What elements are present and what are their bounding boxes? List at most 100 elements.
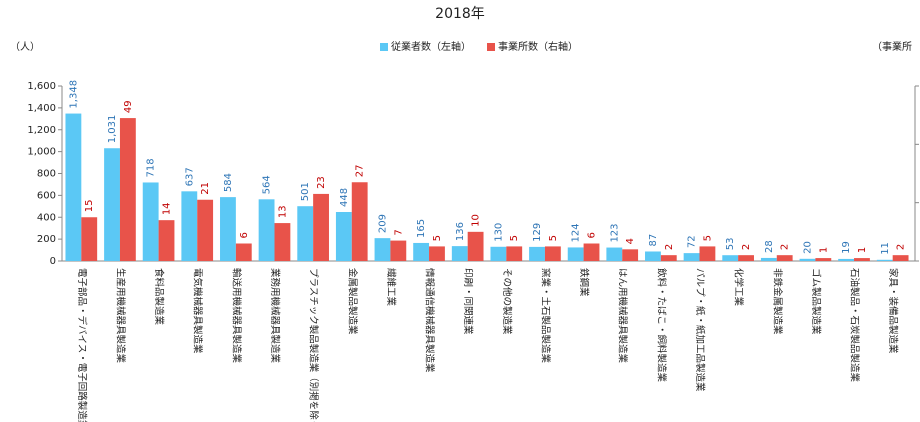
x-tick-label: 金属製品製造業 xyxy=(346,268,358,335)
y-axis-label: （人） xyxy=(10,41,40,53)
x-tick-label: 業務用機械器具製造業 xyxy=(269,268,281,364)
chart-title: 2018年 xyxy=(435,6,485,22)
bar xyxy=(606,247,623,261)
x-tick-label: 輸送用機械器具製造業 xyxy=(230,268,242,364)
bar xyxy=(876,259,893,261)
data-label: 564 xyxy=(262,175,273,194)
bar xyxy=(490,246,507,261)
bar xyxy=(65,113,82,261)
x-tick-label: 電気機械器具製造業 xyxy=(192,268,204,354)
x-tick-label: 情報通信機械器具製造業 xyxy=(424,268,436,373)
data-label: 2 xyxy=(741,244,752,250)
bar xyxy=(429,246,445,261)
bar xyxy=(660,255,677,261)
bar xyxy=(760,257,777,261)
data-label: 2 xyxy=(664,244,675,250)
bar xyxy=(220,197,236,261)
y-tick-label: 1,200 xyxy=(27,125,56,136)
data-label: 87 xyxy=(648,234,659,247)
y-tick-label: 800 xyxy=(37,169,56,180)
bar xyxy=(776,255,793,261)
bar xyxy=(738,255,754,261)
x-tick-label: 印刷・同関連業 xyxy=(462,268,474,335)
data-label: 5 xyxy=(432,235,443,241)
bar xyxy=(158,220,175,261)
x-tick-label: その他の製造業 xyxy=(501,268,513,335)
data-label: 10 xyxy=(471,214,482,227)
x-tick-label: パルプ・紙・紙加工品製造業 xyxy=(694,268,706,392)
data-label: 501 xyxy=(300,182,311,201)
legend-label: 事業所数（右軸） xyxy=(498,40,578,53)
bar xyxy=(799,258,816,261)
data-label: 5 xyxy=(702,235,713,241)
bar xyxy=(699,246,716,261)
data-label: 129 xyxy=(532,223,543,242)
y-tick-label: 1,000 xyxy=(27,147,56,158)
data-label: 637 xyxy=(184,167,195,186)
data-label: 7 xyxy=(393,229,404,235)
data-label: 165 xyxy=(416,219,427,238)
x-tick-label: 家具・装備品製造業 xyxy=(887,268,899,354)
data-label: 23 xyxy=(316,176,327,189)
x-tick-label: 非鉄金属製造業 xyxy=(771,268,783,335)
bar xyxy=(583,243,600,261)
bar xyxy=(622,249,639,261)
data-label: 6 xyxy=(587,232,598,238)
bar xyxy=(142,182,159,261)
data-label: 4 xyxy=(625,238,636,244)
bar xyxy=(683,253,700,261)
x-tick-label: 化学工業 xyxy=(733,268,745,307)
bar xyxy=(854,258,870,261)
data-label: 584 xyxy=(223,173,234,192)
bar xyxy=(104,148,120,261)
data-label: 136 xyxy=(455,222,466,241)
bar xyxy=(451,246,468,261)
x-tick-label: 飲料・たばこ・飼料製造業 xyxy=(655,268,667,383)
x-tick-label: 鉄鋼業 xyxy=(578,268,590,297)
data-label: 53 xyxy=(725,237,736,250)
y-tick-label: 1,600 xyxy=(27,81,56,92)
bar xyxy=(467,231,484,261)
bar xyxy=(119,118,136,261)
data-label: 448 xyxy=(339,188,350,207)
bar xyxy=(374,238,391,261)
bar xyxy=(815,258,832,261)
y-tick-label: 200 xyxy=(37,234,56,245)
bar xyxy=(181,191,198,261)
bar xyxy=(506,246,523,261)
bar xyxy=(529,246,545,261)
bar xyxy=(258,199,275,261)
data-label: 13 xyxy=(277,205,288,218)
bar xyxy=(722,255,739,261)
data-label: 1 xyxy=(857,247,868,253)
data-label: 123 xyxy=(609,223,620,242)
x-tick-label: 電子部品・デバイス・電子回路製造業 xyxy=(76,268,88,422)
data-label: 5 xyxy=(509,235,520,241)
bar xyxy=(297,206,314,261)
y-tick-label: 400 xyxy=(37,212,56,223)
bar xyxy=(567,247,584,261)
bar xyxy=(413,242,430,261)
bar xyxy=(197,199,214,261)
data-label: 209 xyxy=(377,214,388,233)
bar xyxy=(274,223,291,261)
data-label: 2 xyxy=(896,244,907,250)
data-label: 11 xyxy=(880,242,891,255)
x-tick-label: はん用機械器具製造業 xyxy=(617,268,629,364)
data-label: 14 xyxy=(162,202,173,215)
bar xyxy=(892,255,909,261)
x-tick-label: 繊維工業 xyxy=(385,268,397,307)
data-label: 28 xyxy=(764,240,775,253)
data-label: 15 xyxy=(84,200,95,213)
bar xyxy=(335,212,352,261)
bar xyxy=(390,240,407,261)
x-tick-label: ゴム製品製造業 xyxy=(810,268,822,335)
legend-label: 従業者数（左軸） xyxy=(391,40,471,53)
data-label: 130 xyxy=(493,223,504,242)
data-label: 1,348 xyxy=(68,80,79,109)
bar xyxy=(838,258,855,261)
y-tick-label: 1,400 xyxy=(27,103,56,114)
bar xyxy=(313,193,329,261)
data-label: 49 xyxy=(123,100,134,113)
